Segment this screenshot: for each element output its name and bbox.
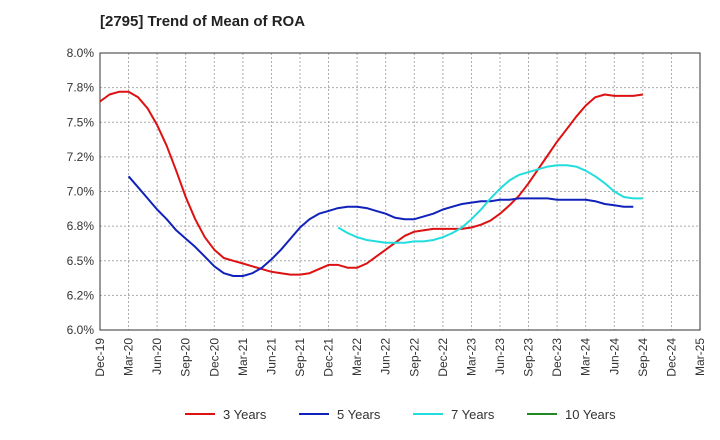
x-tick-label: Dec-22 <box>436 338 450 377</box>
x-tick-label: Sep-20 <box>179 338 193 377</box>
legend-label: 3 Years <box>223 407 267 422</box>
x-tick-label: Mar-23 <box>464 338 478 376</box>
x-tick-label: Sep-22 <box>407 338 421 377</box>
y-tick-label: 8.0% <box>67 46 95 60</box>
x-tick-label: Mar-22 <box>350 338 364 376</box>
y-tick-label: 6.2% <box>67 288 95 302</box>
series-line-5-years <box>127 175 634 277</box>
legend-label: 5 Years <box>337 407 381 422</box>
x-tick-label: Mar-21 <box>236 338 250 376</box>
x-tick-label: Sep-23 <box>522 338 536 377</box>
x-tick-label: Jun-21 <box>264 338 278 375</box>
x-tick-label: Sep-24 <box>636 338 650 377</box>
x-tick-label: Dec-20 <box>207 338 221 377</box>
y-tick-label: 7.0% <box>67 185 95 199</box>
x-tick-label: Mar-24 <box>579 338 593 376</box>
x-tick-label: Jun-24 <box>607 338 621 375</box>
y-tick-label: 7.2% <box>67 150 95 164</box>
x-tick-label: Mar-25 <box>693 338 707 376</box>
x-tick-label: Dec-24 <box>664 338 678 377</box>
x-tick-label: Mar-20 <box>122 338 136 376</box>
x-tick-label: Jun-22 <box>379 338 393 375</box>
x-tick-label: Dec-21 <box>322 338 336 377</box>
y-tick-label: 6.5% <box>67 254 95 268</box>
x-tick-label: Dec-23 <box>550 338 564 377</box>
chart-title: [2795] Trend of Mean of ROA <box>100 13 306 30</box>
x-tick-label: Jun-20 <box>150 338 164 375</box>
y-tick-label: 6.8% <box>67 219 95 233</box>
legend-label: 10 Years <box>565 407 616 422</box>
series-line-7-years <box>337 164 643 244</box>
y-tick-label: 7.5% <box>67 115 95 129</box>
series-line-3-years <box>99 90 644 276</box>
y-tick-label: 6.0% <box>67 323 95 337</box>
y-tick-label: 7.8% <box>67 81 95 95</box>
x-tick-label: Sep-21 <box>293 338 307 377</box>
x-tick-label: Dec-19 <box>93 338 107 377</box>
plot-frame <box>99 52 701 331</box>
x-tick-label: Jun-23 <box>493 338 507 375</box>
legend-label: 7 Years <box>451 407 495 422</box>
